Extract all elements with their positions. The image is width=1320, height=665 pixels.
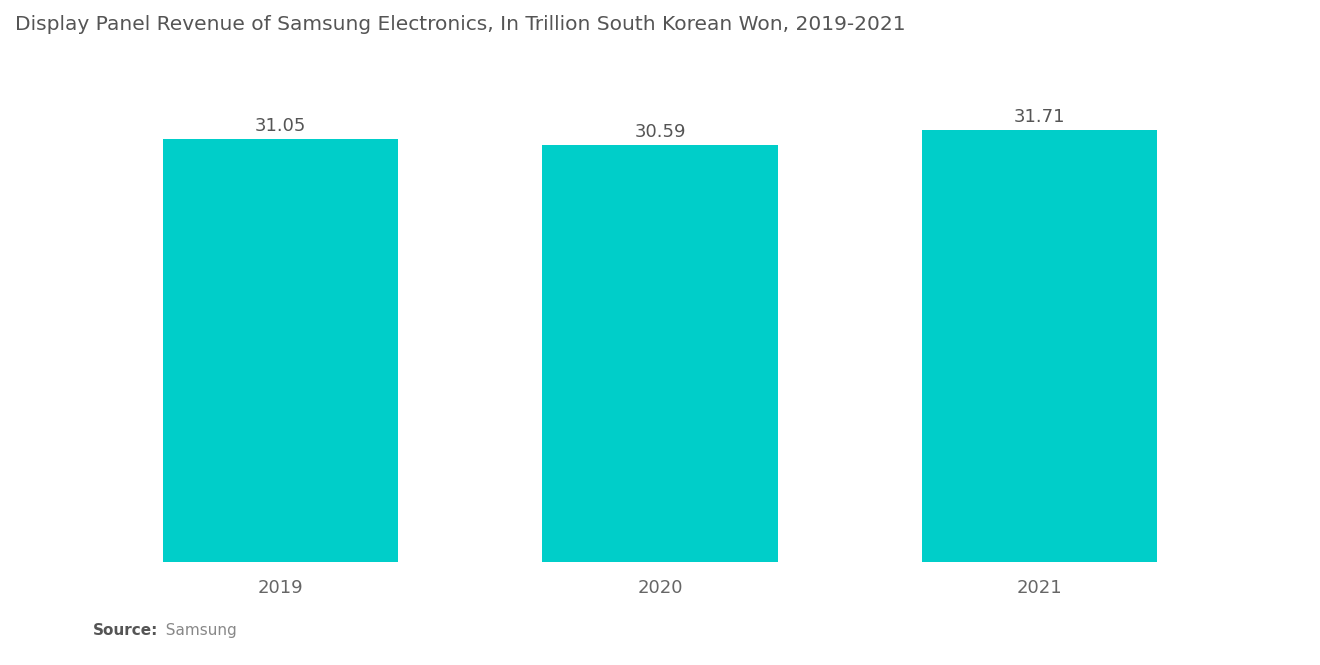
Text: 30.59: 30.59 xyxy=(634,123,686,141)
Bar xyxy=(162,139,399,562)
Bar xyxy=(921,130,1158,562)
Text: 31.71: 31.71 xyxy=(1014,108,1065,126)
Text: Source:: Source: xyxy=(92,623,158,638)
Bar xyxy=(543,146,777,562)
Text: Samsung: Samsung xyxy=(156,623,236,638)
Text: Display Panel Revenue of Samsung Electronics, In Trillion South Korean Won, 2019: Display Panel Revenue of Samsung Electro… xyxy=(15,15,906,34)
Text: 31.05: 31.05 xyxy=(255,117,306,135)
